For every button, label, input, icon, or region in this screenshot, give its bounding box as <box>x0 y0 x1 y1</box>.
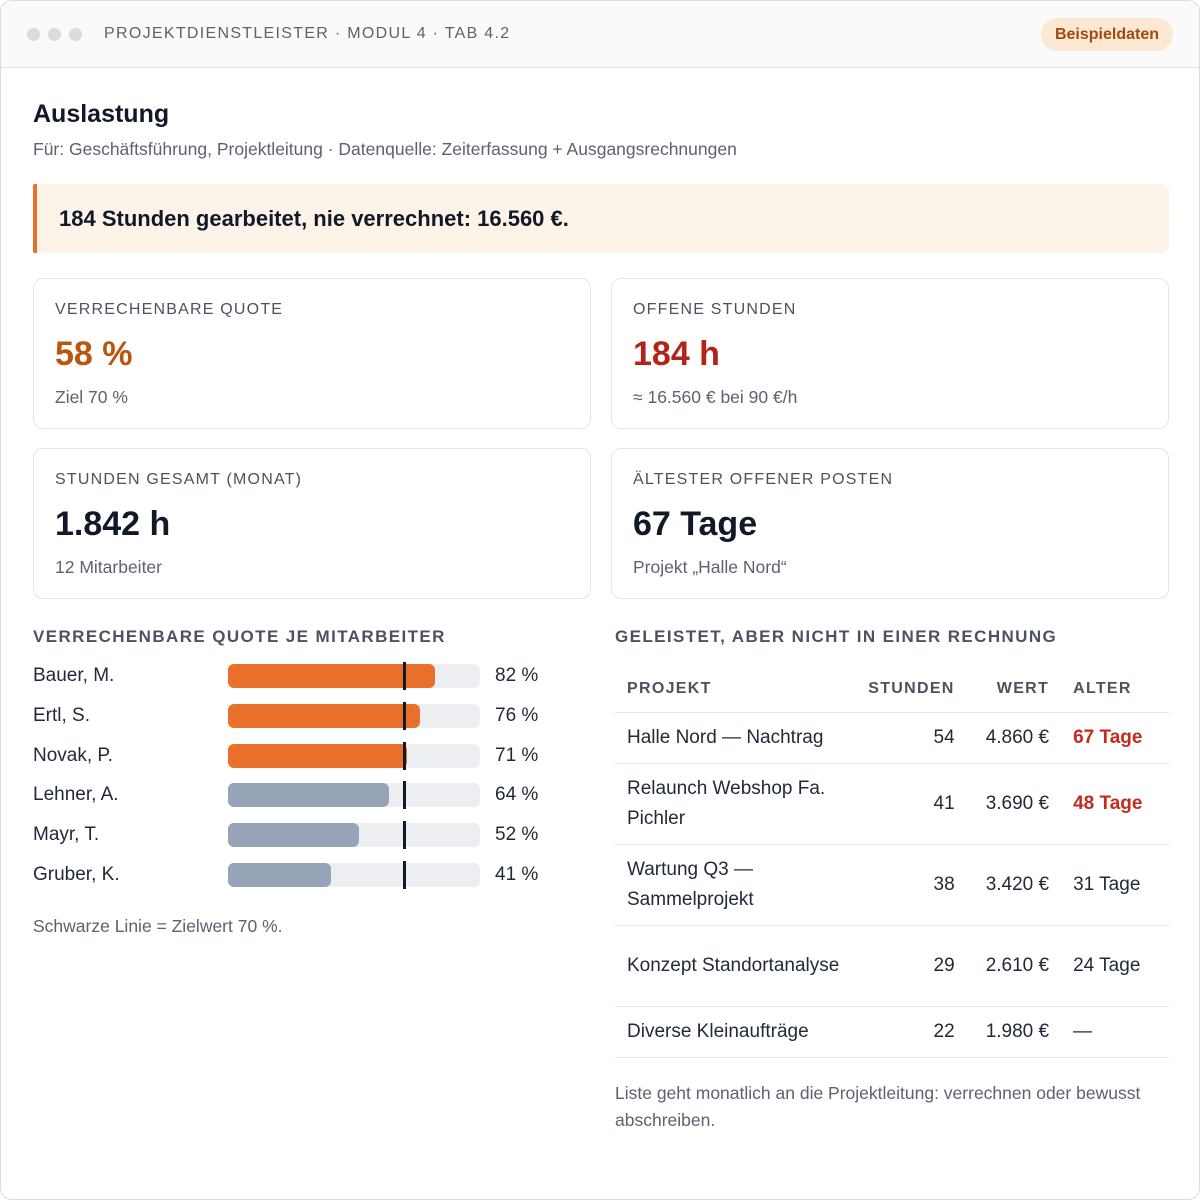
minimize-window-button[interactable] <box>48 27 61 41</box>
alert-banner: 184 Stunden gearbeitet, nie verrechnet: … <box>33 184 1169 253</box>
employee-name: Mayr, T. <box>33 824 100 845</box>
quota-bar-fill <box>228 783 389 807</box>
kpi-note: Ziel 70 % <box>55 387 128 407</box>
kpi-label: OFFENE STUNDEN <box>633 301 797 318</box>
value-cell: 3.420 € <box>966 844 1062 926</box>
age-cell: 48 Tage <box>1061 763 1169 845</box>
kpi-value: 1.842 h <box>55 505 171 543</box>
value-cell: 2.610 € <box>966 925 1062 1007</box>
value-cell: 3.690 € <box>966 763 1062 845</box>
quota-value-label: 71 % <box>495 745 539 766</box>
table-header-row: PROJEKT STUNDEN WERT ALTER <box>615 666 1169 713</box>
quota-value-label: 41 % <box>495 864 539 885</box>
target-line-marker <box>403 742 406 770</box>
kpi-value: 58 % <box>55 335 133 373</box>
hours-cell: 41 <box>856 763 967 845</box>
hours-cell: 29 <box>856 925 967 1007</box>
unbilled-table-body: Halle Nord — Nachtrag 54 4.860 €67 Tage Rel… <box>615 712 1169 1058</box>
project-cell: Halle Nord — Nachtrag <box>615 712 857 764</box>
table-row[interactable]: Konzept Standortanalyse 29 2.610 €24 Tage <box>615 925 1169 1007</box>
unbilled-footnote: Liste geht monatlich an die Projektleitu… <box>615 1083 1141 1130</box>
employee-name: Ertl, S. <box>33 705 91 726</box>
table-row[interactable]: Halle Nord — Nachtrag 54 4.860 €67 Tage <box>615 712 1169 764</box>
quota-bar-track <box>228 702 480 730</box>
kpi-note: 12 Mitarbeiter <box>55 557 162 577</box>
quota-bar-track <box>228 861 480 889</box>
age-cell: — <box>1061 1006 1169 1058</box>
window-controls <box>27 27 82 41</box>
quota-bar-row: Bauer, M. 82 % <box>33 662 573 690</box>
employee-name: Bauer, M. <box>33 665 115 686</box>
target-line-marker <box>403 662 406 690</box>
page-subtitle: Für: Geschäftsführung, Projektleitung · … <box>33 139 737 159</box>
quota-bar-fill <box>228 823 359 847</box>
column-header-value: WERT <box>966 666 1062 713</box>
age-cell: 67 Tage <box>1061 712 1169 764</box>
value-cell: 4.860 € <box>966 712 1062 764</box>
quota-bar-fill <box>228 744 407 768</box>
target-line-marker <box>403 861 406 889</box>
age-cell: 24 Tage <box>1061 925 1169 1007</box>
target-line-marker <box>403 821 406 849</box>
unbilled-table: PROJEKT STUNDEN WERT ALTER Halle Nord — … <box>615 666 1169 1058</box>
quota-bar-track <box>228 742 480 770</box>
kpi-value: 67 Tage <box>633 505 758 543</box>
employee-name: Gruber, K. <box>33 864 120 885</box>
target-line-marker <box>403 781 406 809</box>
table-row[interactable]: Relaunch Webshop Fa. Pichler 41 3.690 €48 … <box>615 763 1169 845</box>
title-bar: PROJEKTDIENSTLEISTER · MODUL 4 · TAB 4.2… <box>1 1 1199 68</box>
quota-bar-row: Novak, P. 71 % <box>33 742 573 770</box>
quota-value-label: 52 % <box>495 824 539 845</box>
project-cell: Konzept Standortanalyse <box>615 925 857 1007</box>
quota-value-label: 82 % <box>495 665 539 686</box>
quota-bar-row: Ertl, S. 76 % <box>33 702 573 730</box>
hours-cell: 54 <box>856 712 967 764</box>
quota-bar-fill <box>228 704 420 728</box>
kpi-value: 184 h <box>633 335 720 373</box>
column-header-age: ALTER <box>1061 666 1169 713</box>
project-cell: Wartung Q3 — Sammelprojekt <box>615 844 857 926</box>
quota-bar-fill <box>228 664 435 688</box>
unbilled-section-heading: GELEISTET, ABER NICHT IN EINER RECHNUNG <box>615 627 1058 646</box>
quota-bar-track <box>228 662 480 690</box>
sample-data-badge: Beispieldaten <box>1040 18 1173 51</box>
kpi-label: STUNDEN GESAMT (MONAT) <box>55 471 303 488</box>
quota-section-heading: VERRECHENBARE QUOTE JE MITARBEITER <box>33 627 446 646</box>
table-row[interactable]: Diverse Kleinaufträge 22 1.980 € — <box>615 1006 1169 1058</box>
kpi-note: ≈ 16.560 € bei 90 €/h <box>633 387 798 407</box>
hours-cell: 22 <box>856 1006 967 1058</box>
project-cell: Diverse Kleinaufträge <box>615 1006 857 1058</box>
quota-value-label: 64 % <box>495 784 539 805</box>
kpi-card-oldest-open-item: ÄLTESTER OFFENER POSTEN 67 Tage Projekt … <box>611 448 1169 599</box>
quota-bar-row: Gruber, K. 41 % <box>33 861 573 889</box>
quota-footnote: Schwarze Linie = Zielwert 70 %. <box>33 916 283 936</box>
age-cell: 31 Tage <box>1061 844 1169 926</box>
kpi-card-billable-quota: VERRECHENBARE QUOTE 58 % Ziel 70 % <box>33 278 591 429</box>
column-header-project: PROJEKT <box>615 666 857 713</box>
kpi-card-total-hours: STUNDEN GESAMT (MONAT) 1.842 h 12 Mitarb… <box>33 448 591 599</box>
target-line-marker <box>403 702 406 730</box>
employee-name: Lehner, A. <box>33 784 119 805</box>
project-cell: Relaunch Webshop Fa. Pichler <box>615 763 857 845</box>
kpi-label: VERRECHENBARE QUOTE <box>55 301 284 318</box>
quota-bar-fill <box>228 863 331 887</box>
hours-cell: 38 <box>856 844 967 926</box>
breadcrumb: PROJEKTDIENSTLEISTER · MODUL 4 · TAB 4.2 <box>104 25 511 42</box>
maximize-window-button[interactable] <box>69 27 82 41</box>
employee-name: Novak, P. <box>33 745 113 766</box>
quota-bar-track <box>228 781 480 809</box>
quota-value-label: 76 % <box>495 705 539 726</box>
column-header-hours: STUNDEN <box>856 666 967 713</box>
quota-bar-row: Mayr, T. 52 % <box>33 821 573 849</box>
table-row[interactable]: Wartung Q3 — Sammelprojekt 38 3.420 €31 Ta… <box>615 844 1169 926</box>
kpi-card-open-hours: OFFENE STUNDEN 184 h ≈ 16.560 € bei 90 €… <box>611 278 1169 429</box>
page-title: Auslastung <box>33 100 170 128</box>
quota-bar-row: Lehner, A. 64 % <box>33 781 573 809</box>
value-cell: 1.980 € <box>966 1006 1062 1058</box>
close-window-button[interactable] <box>27 27 40 41</box>
kpi-label: ÄLTESTER OFFENER POSTEN <box>633 471 894 488</box>
quota-bar-track <box>228 821 480 849</box>
kpi-note: Projekt „Halle Nord“ <box>633 557 787 577</box>
